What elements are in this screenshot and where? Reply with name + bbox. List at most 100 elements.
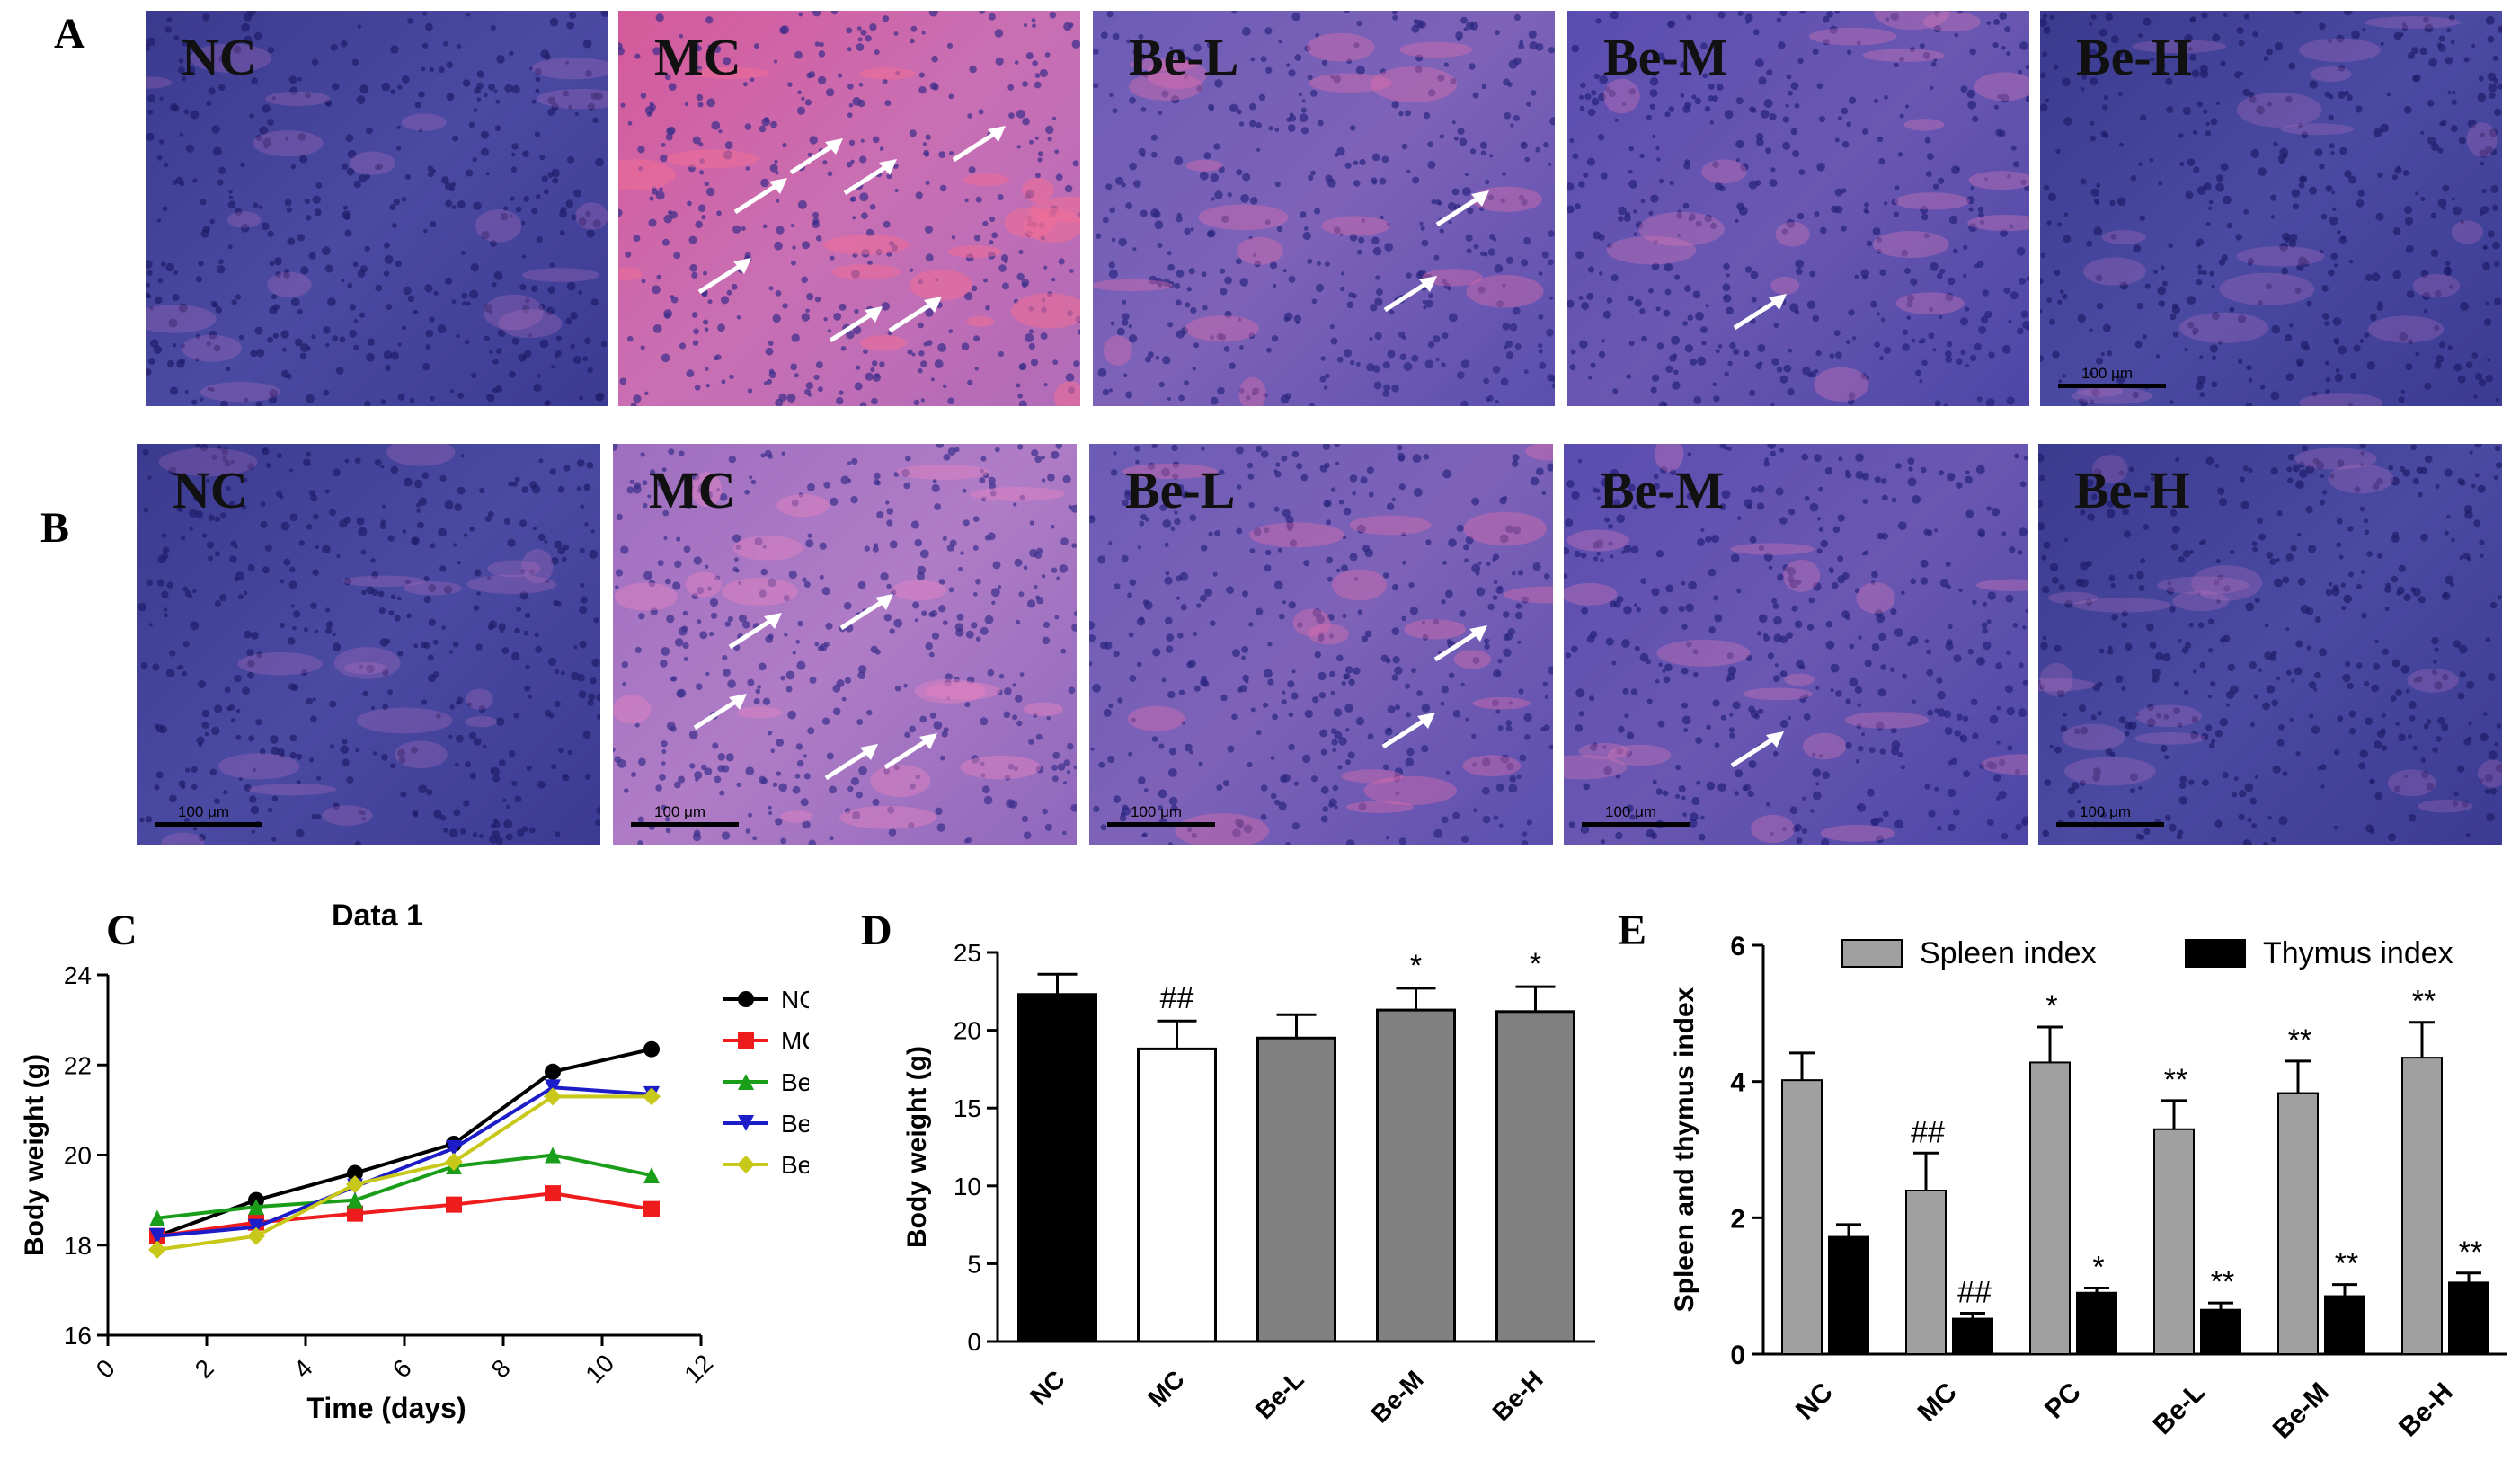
annotation-arrow-icon xyxy=(728,613,783,650)
panel-letter-a: A xyxy=(54,10,85,58)
x-tick-label: Be-L xyxy=(2147,1377,2210,1440)
data-point-be-h xyxy=(643,1087,661,1106)
legend-label: Thymus index xyxy=(2263,936,2453,970)
data-point-be-m xyxy=(446,1139,462,1156)
legend-marker xyxy=(738,1032,754,1049)
row-a-tile-label: Be-L xyxy=(1129,28,1239,86)
annotation-arrow-icon xyxy=(884,733,938,770)
x-tick-label: Be-M xyxy=(2267,1377,2335,1445)
legend-label: Spleen index xyxy=(1920,936,2097,970)
series-line-nc xyxy=(156,1047,652,1238)
significance-mark: * xyxy=(2092,1250,2104,1284)
row-b-tile-2: MC 100 μm xyxy=(613,444,1077,845)
significance-mark: ## xyxy=(1957,1276,1992,1310)
bar-thymus-index xyxy=(2200,1308,2241,1356)
panel-letter-d: D xyxy=(861,907,892,954)
scale-bar-label: 100 μm xyxy=(1131,803,1183,820)
row-b-tile-5: Be-H 100 μm xyxy=(2038,444,2502,845)
y-tick-label: 0 xyxy=(1730,1341,1745,1370)
series-line-mc xyxy=(156,1191,652,1238)
scale-bar xyxy=(2056,822,2164,827)
x-tick-label: 12 xyxy=(679,1349,718,1388)
x-tick-label: 10 xyxy=(580,1349,619,1388)
data-point-be-l xyxy=(643,1167,660,1184)
x-tick-label: Be-M xyxy=(1365,1365,1428,1428)
data-point-mc xyxy=(347,1205,363,1222)
significance-mark: ** xyxy=(2459,1235,2482,1270)
x-tick-label: 2 xyxy=(190,1354,219,1384)
bar-thymus-index xyxy=(2076,1291,2117,1355)
data-point-be-l xyxy=(149,1209,165,1226)
bar-be-m xyxy=(1376,1008,1456,1343)
significance-mark: ## xyxy=(1160,981,1194,1015)
row-a-tile-label: Be-H xyxy=(2076,28,2192,86)
data-point-mc xyxy=(446,1196,462,1213)
scale-bar-label: 100 μm xyxy=(1605,803,1657,820)
scale-bar-label: 100 μm xyxy=(178,803,230,820)
x-tick-label: 4 xyxy=(288,1354,318,1384)
y-tick-label: 10 xyxy=(954,1173,981,1200)
panel-letter-e: E xyxy=(1618,907,1647,954)
bar-thymus-index xyxy=(1952,1317,1993,1356)
data-point-be-h xyxy=(346,1175,364,1194)
legend-label: Be-M xyxy=(781,1110,809,1138)
y-axis-label: Body weight (g) xyxy=(20,1054,49,1256)
annotation-arrow-icon xyxy=(693,694,747,730)
y-tick-label: 0 xyxy=(967,1328,981,1356)
data-point-nc xyxy=(545,1063,561,1080)
scale-bar xyxy=(1582,822,1690,827)
annotation-arrow-icon xyxy=(1435,190,1490,226)
bar-thymus-index xyxy=(2448,1281,2489,1355)
data-point-mc xyxy=(545,1185,561,1202)
data-point-be-h xyxy=(544,1087,562,1106)
legend-marker xyxy=(738,1074,754,1090)
y-tick-label: 20 xyxy=(64,1142,92,1170)
x-tick-label: Be-H xyxy=(1487,1365,1548,1426)
significance-mark: ** xyxy=(2412,985,2436,1019)
annotation-arrow-icon xyxy=(888,296,943,332)
y-tick-label: 24 xyxy=(64,961,92,989)
data-point-mc xyxy=(643,1200,660,1218)
annotation-arrow-icon xyxy=(839,593,893,631)
scale-bar xyxy=(631,822,739,827)
legend-label: Be-H xyxy=(781,1151,809,1179)
row-a-tile-label: NC xyxy=(182,28,257,86)
legend-swatch xyxy=(1841,939,1903,968)
legend-label: NC xyxy=(781,986,809,1014)
y-axis-label: Body weight (g) xyxy=(902,1046,932,1248)
chart-d-body-weight-bar: 0 5 10 15 20 25 Body weight (g) NC ## MC Be-L * Be-M… xyxy=(902,939,1595,1429)
y-tick-label: 2 xyxy=(1730,1204,1745,1234)
bar-spleen-index xyxy=(1781,1079,1823,1355)
x-tick-label: NC xyxy=(1790,1377,1839,1426)
annotation-arrow-icon xyxy=(952,126,1007,163)
series-line-be-h xyxy=(156,1094,652,1252)
legend-swatch xyxy=(2185,939,2246,968)
significance-mark: ** xyxy=(2211,1265,2234,1299)
x-axis-label: Time (days) xyxy=(306,1392,466,1424)
bar-be-h xyxy=(1495,1010,1575,1343)
data-point-be-l xyxy=(347,1191,363,1209)
significance-mark: * xyxy=(1410,949,1422,983)
scale-bar-label: 100 μm xyxy=(2081,365,2134,382)
data-point-be-h xyxy=(148,1240,166,1259)
scale-bar xyxy=(1107,822,1215,827)
x-tick-label: Be-H xyxy=(2393,1377,2459,1443)
y-tick-label: 6 xyxy=(1730,932,1745,961)
bar-nc xyxy=(1017,993,1097,1343)
significance-mark: ** xyxy=(2164,1063,2187,1097)
x-tick-label: Be-L xyxy=(1250,1365,1309,1424)
data-point-be-l xyxy=(545,1147,561,1164)
row-b-tile-1: NC 100 μm xyxy=(137,444,600,845)
x-tick-label: 6 xyxy=(387,1354,417,1384)
row-a-tile-label: Be-M xyxy=(1603,28,1728,86)
chart-e-organ-index: 0 2 4 6 Spleen and thymus index Spleen index T… xyxy=(1670,932,2507,1445)
y-tick-label: 20 xyxy=(954,1017,981,1045)
data-point-be-m xyxy=(149,1227,165,1244)
annotation-arrow-icon xyxy=(824,744,879,781)
legend-label: MC xyxy=(781,1027,809,1055)
data-point-be-h xyxy=(247,1226,265,1245)
data-point-nc xyxy=(347,1164,363,1182)
scale-bar-label: 100 μm xyxy=(654,803,706,820)
y-tick-label: 22 xyxy=(64,1051,92,1079)
